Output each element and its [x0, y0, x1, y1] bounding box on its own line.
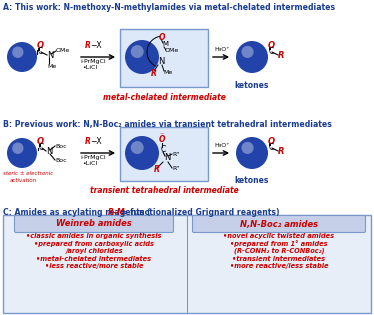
Text: Me: Me: [47, 64, 56, 68]
Text: = functionalized Grignard reagents): = functionalized Grignard reagents): [119, 208, 280, 217]
Text: H₃O⁺: H₃O⁺: [214, 143, 230, 148]
Text: O: O: [37, 41, 44, 49]
Text: N,N-Boc₂ amides: N,N-Boc₂ amides: [240, 220, 318, 228]
Text: N: N: [47, 51, 53, 60]
Circle shape: [7, 138, 37, 168]
Text: O: O: [159, 32, 166, 42]
Text: •LiCl: •LiCl: [82, 161, 97, 166]
Text: ketones: ketones: [235, 81, 269, 90]
Text: R: R: [151, 68, 157, 77]
Text: R": R": [172, 152, 179, 157]
Text: R: R: [278, 147, 285, 157]
Text: C: C: [37, 48, 43, 56]
FancyBboxPatch shape: [3, 215, 371, 313]
Text: i-PrMgCl: i-PrMgCl: [80, 59, 105, 64]
Text: M: M: [162, 41, 168, 47]
Circle shape: [125, 136, 159, 170]
Text: i-PrMgCl: i-PrMgCl: [80, 155, 105, 160]
Text: −X: −X: [90, 41, 102, 50]
Text: C: C: [269, 48, 274, 56]
Text: •transient intermediates: •transient intermediates: [232, 256, 325, 262]
Text: steric ± electronic: steric ± electronic: [3, 171, 53, 176]
Text: R: R: [278, 51, 285, 60]
Circle shape: [12, 47, 24, 58]
Text: −X: −X: [90, 137, 102, 146]
Text: N: N: [46, 147, 52, 157]
Text: N: N: [158, 58, 165, 66]
Text: OMe: OMe: [56, 49, 70, 54]
Circle shape: [125, 40, 159, 74]
Text: R: R: [85, 137, 91, 146]
Circle shape: [242, 46, 254, 58]
Text: •prepared from 1° amides: •prepared from 1° amides: [230, 241, 328, 248]
FancyBboxPatch shape: [120, 127, 208, 181]
Text: H₃O⁺: H₃O⁺: [214, 47, 230, 52]
Text: •classic amides in organic synthesis: •classic amides in organic synthesis: [26, 233, 162, 239]
Circle shape: [242, 142, 254, 154]
Text: C: C: [269, 144, 274, 152]
Text: C: Amides as acylating reagents (: C: Amides as acylating reagents (: [3, 208, 151, 217]
Text: •prepared from carboxylic acids: •prepared from carboxylic acids: [34, 241, 154, 247]
Text: R: R: [85, 41, 91, 50]
Text: R": R": [172, 167, 179, 171]
Text: metal-chelated intermediate: metal-chelated intermediate: [102, 93, 226, 102]
Text: R: R: [154, 165, 160, 175]
Text: (R-CONH₂ to R-CONBoc₂): (R-CONH₂ to R-CONBoc₂): [234, 248, 324, 254]
Text: OMe: OMe: [165, 49, 179, 54]
Text: O: O: [159, 135, 166, 145]
Text: A: This work: N-methoxy-N-methylamides via metal-chelated intermediates: A: This work: N-methoxy-N-methylamides v…: [3, 3, 335, 12]
Text: Boc: Boc: [55, 158, 67, 163]
Text: R–M: R–M: [108, 208, 126, 217]
Text: Boc: Boc: [55, 144, 67, 148]
FancyBboxPatch shape: [120, 29, 208, 87]
Text: O: O: [37, 136, 44, 146]
Text: B: Previous work: N,N-Boc₂ amides via transient tetrahedral intermediates: B: Previous work: N,N-Boc₂ amides via tr…: [3, 120, 332, 129]
Text: Me: Me: [163, 71, 172, 76]
Text: /aroyl chlorides: /aroyl chlorides: [65, 248, 123, 254]
Text: Weinreb amides: Weinreb amides: [56, 220, 132, 228]
Text: C: C: [39, 144, 44, 152]
Text: activation: activation: [10, 178, 37, 183]
FancyBboxPatch shape: [193, 215, 365, 232]
Circle shape: [236, 41, 268, 73]
Text: •metal-chelated intermediates: •metal-chelated intermediates: [36, 256, 151, 262]
Circle shape: [131, 141, 144, 154]
Text: N: N: [164, 153, 171, 163]
Circle shape: [12, 142, 24, 154]
FancyBboxPatch shape: [15, 215, 174, 232]
Text: O: O: [268, 136, 275, 146]
Text: ⁻: ⁻: [159, 130, 163, 140]
Text: •LiCl: •LiCl: [82, 65, 97, 70]
Text: transient tetrahedral intermediate: transient tetrahedral intermediate: [90, 186, 238, 195]
Circle shape: [236, 137, 268, 169]
Circle shape: [7, 42, 37, 72]
Text: O: O: [268, 41, 275, 49]
Circle shape: [131, 45, 144, 58]
Text: ketones: ketones: [235, 176, 269, 185]
Text: C: C: [160, 145, 166, 153]
Text: •more reactive/less stable: •more reactive/less stable: [230, 263, 328, 269]
Text: •less reactive/more stable: •less reactive/more stable: [45, 263, 143, 269]
Text: •novel acyclic twisted amides: •novel acyclic twisted amides: [223, 233, 335, 239]
